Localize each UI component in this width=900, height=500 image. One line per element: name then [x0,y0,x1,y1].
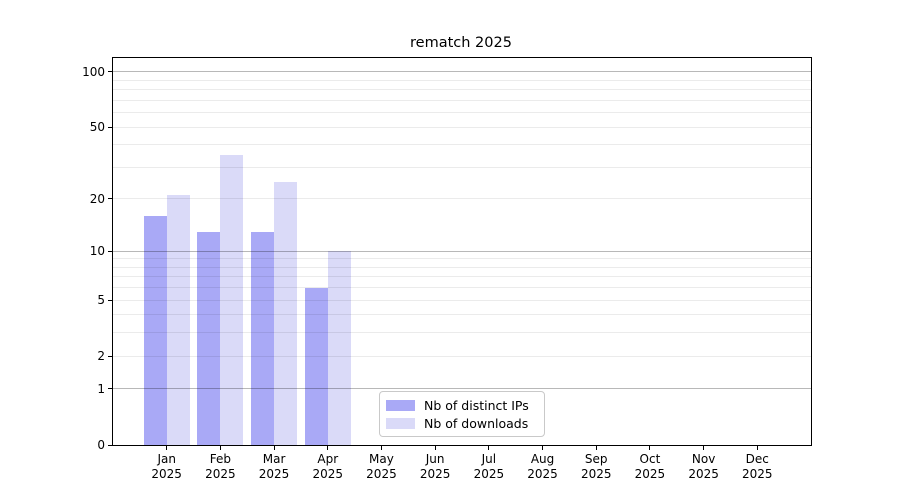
x-tick-mark [488,446,490,450]
x-tick-mark [542,446,544,450]
chart-title: rematch 2025 [410,35,512,51]
y-tick-mark [108,444,112,446]
gridline [113,89,811,91]
x-tick-label: Mar 2025 [258,452,290,481]
x-tick-label: Nov 2025 [688,452,719,481]
gridline [113,266,811,268]
y-tick-mark [108,126,112,128]
gridline [113,71,811,73]
x-tick-mark [219,446,221,450]
legend-label-downloads: Nb of downloads [424,415,529,431]
bars-layer [113,58,811,445]
x-tick-mark [703,446,705,450]
bar-downloads [274,181,298,445]
x-tick-mark [380,446,382,450]
bar-distinct-ips [304,287,328,445]
gridline [113,112,811,114]
gridline [113,276,811,278]
gridline [113,126,811,128]
bar-downloads [220,155,244,445]
y-tick-label: 1 [97,381,105,396]
legend-item-downloads: Nb of downloads [386,415,536,432]
gridline [113,198,811,200]
y-tick-mark [108,198,112,200]
legend-swatch-distinct-ips-icon [386,400,415,412]
x-tick-label: Jul 2025 [473,452,505,481]
y-tick-mark [108,388,112,390]
legend-label-distinct-ips: Nb of distinct IPs [424,398,529,414]
y-axis: 0 1 2 5 10 20 50 100 [82,58,811,452]
y-tick-label: 10 [89,244,105,259]
x-tick-mark [649,446,651,450]
y-tick-mark [108,250,112,252]
gridline [113,314,811,316]
x-tick-mark [327,446,329,450]
x-tick-label: Oct 2025 [634,452,666,481]
x-tick-label: Apr 2025 [312,452,344,481]
x-axis: Jan 2025 Feb 2025 Mar 2025 Apr 2025 May 2025 Jun 20… [113,58,811,481]
gridlines-layer [113,58,811,445]
x-tick-label: Feb 2025 [205,452,236,481]
legend: Nb of distinct IPs Nb of downloads [379,391,545,437]
gridline [113,287,811,289]
gridline [113,79,811,81]
bar-downloads [327,251,351,445]
y-tick-label: 50 [89,120,105,135]
x-tick-mark [595,446,597,450]
x-tick-label: May 2025 [366,452,397,481]
bar-downloads [166,195,190,445]
y-tick-label: 5 [97,293,105,308]
gridline [113,332,811,334]
x-tick-label: Jan 2025 [151,452,182,481]
legend-item-distinct-ips: Nb of distinct IPs [386,397,536,414]
gridline [113,258,811,260]
gridline [113,355,811,357]
bar-distinct-ips [251,231,275,445]
x-tick-label: Aug 2025 [527,452,558,481]
plot-area: 0 1 2 5 10 20 50 100 Jan 2025 Feb 2025 Mar 2025 Apr 20… [82,57,812,481]
gridline [113,99,811,101]
x-tick-label: Sep 2025 [580,452,612,481]
gridline [113,250,811,252]
y-tick-label: 100 [82,64,105,79]
y-tick-label: 2 [97,349,105,364]
bar-distinct-ips [143,215,167,445]
gridline [113,299,811,301]
x-tick-mark [756,446,758,450]
gridline [113,166,811,168]
bar-distinct-ips [197,231,221,445]
y-tick-mark [108,71,112,73]
gridline [113,388,811,390]
x-tick-mark [166,446,168,450]
y-tick-mark [108,299,112,301]
y-tick-label: 0 [97,438,105,452]
x-tick-label: Dec 2025 [742,452,773,481]
x-tick-mark [434,446,436,450]
x-tick-label: Jun 2025 [419,452,451,481]
y-tick-mark [108,355,112,357]
y-tick-label: 20 [89,191,105,206]
gridline [113,144,811,146]
legend-swatch-downloads-icon [386,417,415,429]
x-tick-mark [273,446,275,450]
